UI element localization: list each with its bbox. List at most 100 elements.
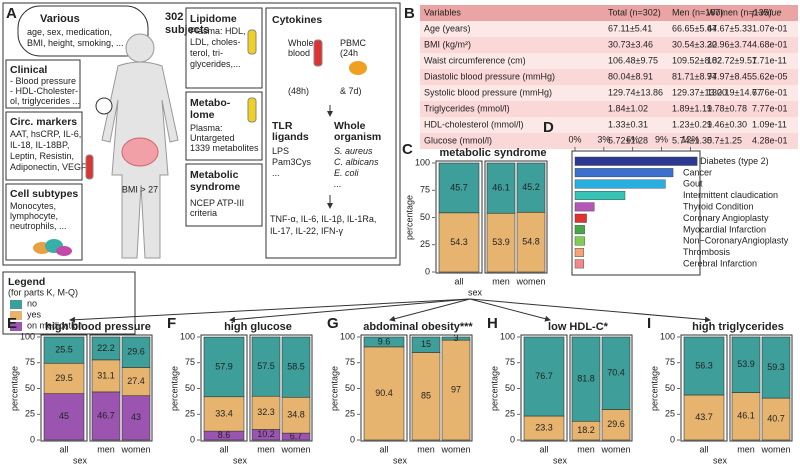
table-row	[420, 133, 798, 149]
table-cell: Waist circumference (cm)	[424, 55, 526, 65]
table-cell: 106.48±9.75	[608, 55, 658, 65]
text-line: (48h)	[288, 86, 309, 96]
table-cell: Age (years)	[424, 23, 471, 33]
x-tick-label: 0%	[568, 134, 581, 144]
bar	[574, 225, 585, 235]
text-line: 302	[165, 11, 183, 23]
value-label: 29.6	[127, 347, 145, 357]
bar-segment	[516, 162, 546, 213]
y-tick-label: 25	[185, 409, 195, 419]
x-tick-label: women	[440, 444, 470, 454]
text-line: AAT, hsCRP, IL-6,	[10, 129, 81, 139]
bar-segment	[601, 409, 631, 441]
bar-segment	[761, 397, 791, 441]
bar-segment	[571, 336, 601, 422]
value-label: 76.7	[535, 371, 553, 381]
chart-title: abdominal obesity***	[363, 321, 473, 333]
value-label: 46.1	[492, 182, 510, 192]
table-row	[420, 21, 798, 37]
table-header: p-value	[751, 7, 782, 17]
legend-label: no	[27, 298, 37, 308]
legend-label: yes	[27, 309, 42, 319]
bar-segment	[43, 362, 85, 394]
bar-segment	[363, 336, 405, 348]
bar-segment	[43, 393, 85, 441]
table-cell: 81.71±8.94	[672, 71, 717, 81]
value-label: 54.3	[450, 237, 468, 247]
panel-letter: E	[7, 315, 17, 332]
panel-letter: H	[487, 315, 498, 332]
bar	[574, 213, 587, 223]
bar-segment	[91, 336, 121, 361]
x-tick-label: men	[577, 444, 595, 454]
pbmc-icon	[349, 61, 367, 75]
x-tick-label: all	[454, 276, 463, 286]
y-tick-label: 25	[505, 409, 515, 419]
value-label: 33.4	[215, 408, 233, 418]
value-label: 57.5	[257, 361, 275, 371]
table-row	[420, 5, 798, 21]
intestines	[121, 137, 159, 167]
value-label: 18.2	[577, 425, 595, 435]
chart-title: metabolic syndrome	[440, 147, 547, 159]
y-axis-label: percentage	[649, 366, 659, 411]
y-tick-label: 50	[25, 383, 35, 393]
table-cell: Systolic blood pressure (mmHg)	[424, 87, 552, 97]
various-lines: age, sex, medication, BMI, height, smokin…	[27, 27, 124, 48]
table-cell: 1.23±0.29	[672, 119, 712, 129]
metsyn-box	[185, 163, 263, 227]
text-line: Pam3Cys	[272, 157, 312, 167]
bar	[574, 168, 674, 178]
value-label: 32.3	[257, 407, 275, 417]
bar-segment	[121, 395, 151, 441]
y-tick-label: 75	[345, 357, 355, 367]
bar-segment	[438, 212, 480, 273]
group-box	[360, 334, 408, 442]
y-axis-label: percentage	[9, 366, 19, 411]
value-label: 15	[421, 339, 431, 349]
text-line: TNF-α, IL-6, IL-1β, IL-1Ra,	[270, 214, 376, 224]
category-label: Thyroid Condition	[683, 201, 754, 211]
value-label: 22.2	[97, 343, 115, 353]
bar-segment	[441, 336, 471, 341]
table-cell: 4.28e-01	[752, 135, 788, 145]
bar	[574, 202, 595, 212]
bar-segment	[281, 396, 311, 434]
cells-box	[5, 183, 83, 261]
y-axis-label: percentage	[489, 366, 499, 411]
y-tick-label: 25	[345, 409, 355, 419]
text-line: glycerides,...	[190, 59, 241, 69]
text-line: lymphocyte,	[10, 211, 58, 221]
bar-segment	[121, 367, 151, 397]
text-line: S. aureus	[334, 146, 373, 156]
y-axis-label: percentage	[329, 366, 339, 411]
value-label: 54.8	[522, 237, 540, 247]
bar-segment	[91, 391, 121, 441]
y-tick-label: 50	[345, 383, 355, 393]
y-tick-label: 100	[660, 331, 675, 341]
y-tick-label: 50	[185, 383, 195, 393]
table-cell: Diastolic blood pressure (mmHg)	[424, 71, 555, 81]
value-label: 57.9	[215, 361, 233, 371]
y-tick-label: 100	[180, 331, 195, 341]
value-label: 45.2	[522, 182, 540, 192]
text-line: Leptin, Resistin,	[10, 151, 74, 161]
bar-segment	[601, 336, 631, 410]
text-line: TLR	[272, 120, 293, 132]
whole-blood: Whole blood (48h)	[288, 38, 314, 96]
panel-letter: G	[327, 315, 339, 332]
subjects: 302 subjects	[165, 11, 210, 36]
y-tick-label: 100	[340, 331, 355, 341]
head	[125, 33, 155, 63]
bar-segment	[523, 336, 565, 417]
text-line: organism	[334, 131, 381, 143]
table-header: Women (n=135)	[707, 7, 772, 17]
table-cell: 1.78±0.78	[707, 103, 747, 113]
text-line: Metabo-	[190, 97, 231, 109]
table-row	[420, 53, 798, 69]
arrow	[469, 298, 711, 323]
legend-swatch	[10, 300, 22, 309]
bar-segment	[251, 395, 281, 430]
value-label: 8.6	[218, 430, 231, 440]
